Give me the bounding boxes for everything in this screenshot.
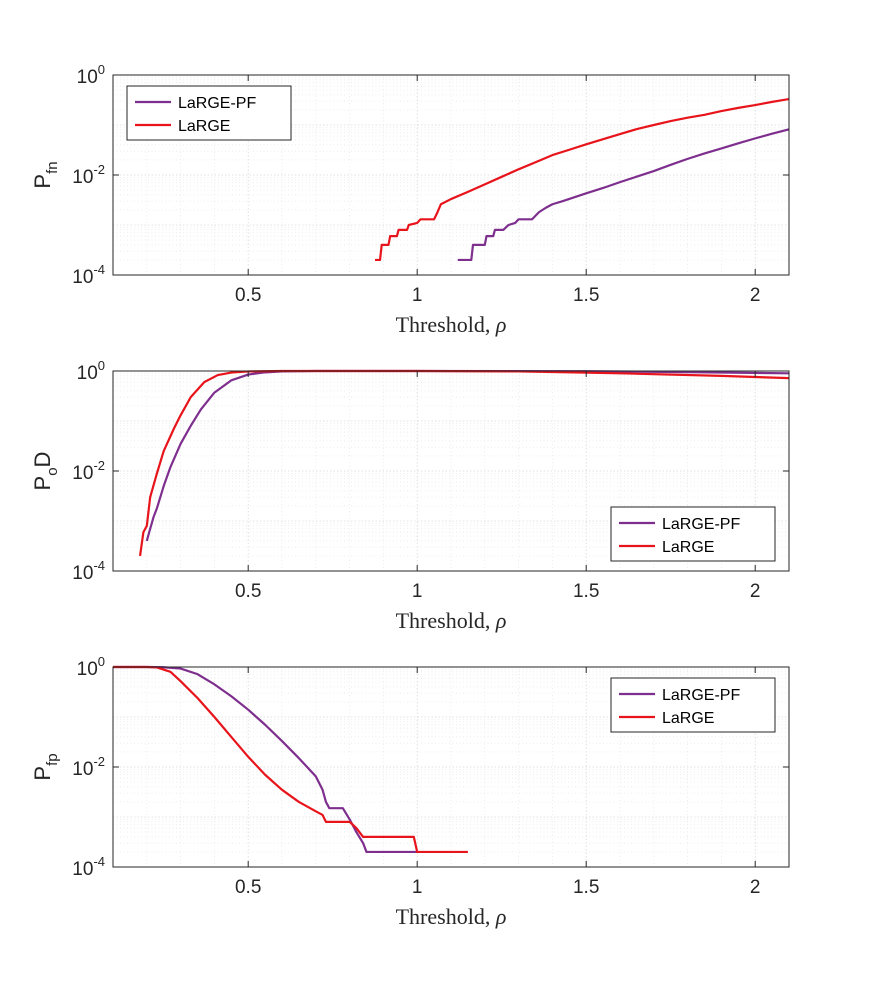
x-tick-label: 0.5 — [235, 581, 261, 602]
legend-box — [126, 85, 292, 141]
y-tick-label: 100 — [77, 654, 105, 680]
x-tick-label: 1.5 — [573, 581, 599, 602]
series-line-large — [113, 665, 468, 854]
x-tick-label: 2 — [750, 285, 761, 306]
x-tick-label: 1 — [412, 285, 423, 306]
y-tick-label: 10-2 — [72, 162, 105, 188]
x-axis-label: Threshold, ρ — [396, 608, 507, 633]
y-tick-label: 10-4 — [72, 854, 105, 880]
legend-label: LaRGE-PF — [662, 516, 740, 533]
y-tick-label: 10-4 — [72, 558, 105, 584]
legend: LaRGE-PF LaRGE — [610, 506, 776, 562]
legend-label: LaRGE — [662, 710, 714, 727]
grid — [112, 370, 790, 572]
x-axis-label: Threshold, ρ — [396, 904, 507, 929]
legend-label: LaRGE-PF — [178, 95, 256, 112]
y-tick-label: 10-4 — [72, 262, 105, 288]
x-tick-label: 0.5 — [235, 285, 261, 306]
chart-panel-2: 0.5 1 1.5 2 10-4 10-2 100 Threshold, ρ PoD LaRGE-… — [30, 358, 790, 633]
x-tick-label: 2 — [750, 877, 761, 898]
y-tick-label: 100 — [77, 358, 105, 384]
chart-panel-3: 0.5 1 1.5 2 10-4 10-2 100 Threshold, ρ Pfp LaRGE-… — [30, 654, 790, 929]
legend-box — [610, 677, 776, 733]
legend-label: LaRGE — [662, 539, 714, 556]
legend: LaRGE-PF LaRGE — [126, 85, 292, 141]
legend-label: LaRGE-PF — [662, 687, 740, 704]
legend-label: LaRGE — [178, 118, 230, 135]
series-line-large — [374, 97, 789, 262]
y-tick-label: 10-2 — [72, 458, 105, 484]
x-tick-label: 1.5 — [573, 285, 599, 306]
y-axis-label: Pfn — [30, 161, 61, 188]
series-line-large-pf — [113, 665, 418, 854]
y-tick-label: 100 — [77, 62, 105, 88]
legend-box — [610, 506, 776, 562]
y-axis-label: Pfp — [30, 753, 61, 780]
x-tick-label: 1.5 — [573, 877, 599, 898]
x-tick-label: 1 — [412, 877, 423, 898]
legend: LaRGE-PF LaRGE — [610, 677, 776, 733]
series-line-large-pf — [457, 128, 789, 262]
x-axis-label: Threshold, ρ — [396, 312, 507, 337]
y-tick-label: 10-2 — [72, 754, 105, 780]
x-tick-label: 0.5 — [235, 877, 261, 898]
x-tick-label: 2 — [750, 581, 761, 602]
x-tick-label: 1 — [412, 581, 423, 602]
chart-panel-1: 0.5 1 1.5 2 10-4 10-2 100 Threshold, ρ Pfn LaRGE-… — [30, 62, 790, 337]
y-axis-label: PoD — [30, 452, 61, 491]
